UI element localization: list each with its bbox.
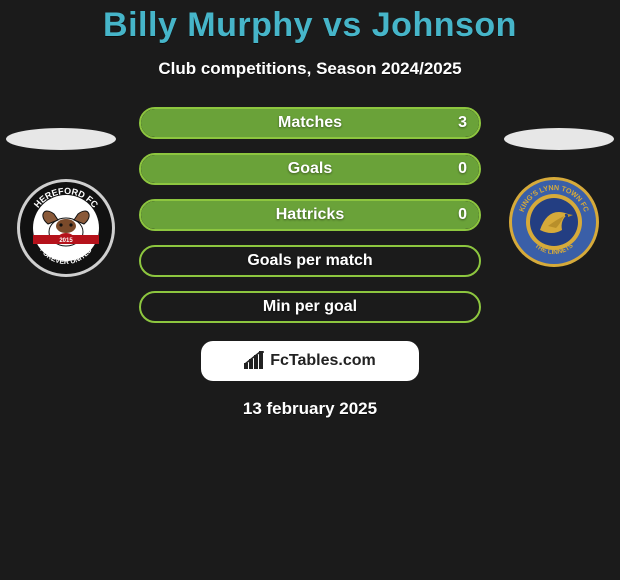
stat-value: 0 [458,160,467,178]
stat-row: Hattricks0 [139,199,481,231]
page-title: Billy Murphy vs Johnson [0,0,620,45]
stat-row: Goals0 [139,153,481,185]
kings-lynn-town-fc-badge: KING'S LYNN TOWN FC THE LINNETS [508,176,600,268]
footer-brand-card: FcTables.com [201,341,419,381]
kings-lynn-town-fc-badge-svg: KING'S LYNN TOWN FC THE LINNETS [508,176,600,268]
stat-fill [141,155,479,183]
stat-value: 0 [458,206,467,224]
snapshot-date: 13 february 2025 [0,399,620,419]
stat-fill [141,109,479,137]
stat-row: Min per goal [139,291,481,323]
page-subtitle: Club competitions, Season 2024/2025 [0,59,620,79]
stat-value: 3 [458,114,467,132]
stat-row: Matches3 [139,107,481,139]
shadow-oval-right [504,128,614,150]
bar-chart-icon [244,351,268,371]
shadow-oval-left [6,128,116,150]
hereford-fc-badge-svg: HEREFORD FC FOREVER UNITED 2015 [16,178,116,278]
stat-label: Min per goal [141,298,479,316]
hereford-fc-badge: HEREFORD FC FOREVER UNITED 2015 [16,178,116,278]
svg-text:2015: 2015 [59,238,73,244]
stats-block: Matches3 Goals0 Hattricks0 Goals per match M… [139,107,481,323]
footer-brand-text: FcTables.com [270,352,376,370]
stat-row: Goals per match [139,245,481,277]
stat-label: Goals per match [141,252,479,270]
stat-fill [141,201,479,229]
